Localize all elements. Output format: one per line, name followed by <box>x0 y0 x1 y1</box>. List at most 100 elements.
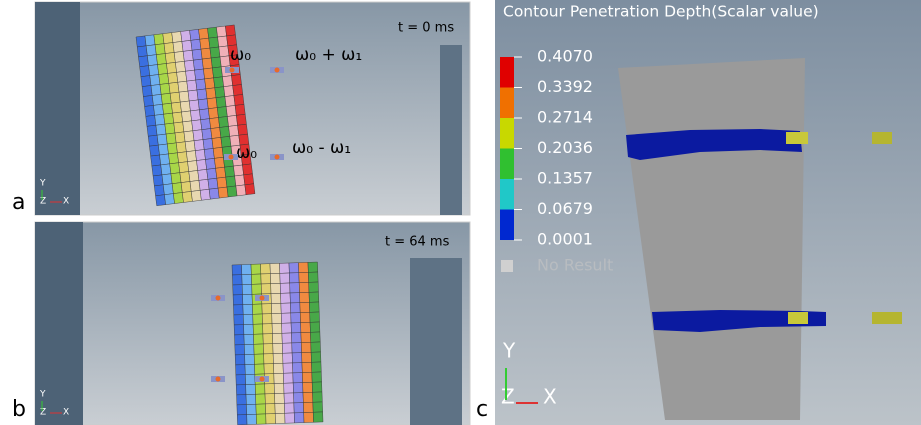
block <box>163 33 173 44</box>
block <box>289 263 299 273</box>
block <box>183 50 193 61</box>
time-label: t = 64 ms <box>385 235 450 250</box>
block <box>310 332 320 342</box>
block <box>298 262 308 272</box>
block <box>157 134 167 145</box>
block <box>272 333 282 343</box>
block <box>190 29 200 40</box>
block <box>290 283 300 293</box>
block <box>232 265 242 275</box>
block <box>152 94 162 105</box>
block <box>236 375 246 385</box>
block <box>143 95 153 106</box>
block <box>291 313 301 323</box>
block <box>281 293 291 303</box>
block <box>225 166 235 177</box>
block <box>271 303 281 313</box>
block <box>292 343 302 353</box>
legend-value: 0.2036 <box>537 138 593 157</box>
block <box>195 150 205 161</box>
block <box>171 102 181 113</box>
block <box>303 402 313 412</box>
block <box>198 169 208 180</box>
block <box>180 101 190 112</box>
block <box>308 262 318 272</box>
block <box>233 285 243 295</box>
block <box>170 163 180 174</box>
block <box>270 263 280 273</box>
block <box>236 385 246 395</box>
block <box>253 334 263 344</box>
block <box>193 59 203 70</box>
block <box>256 414 266 424</box>
block <box>205 158 215 169</box>
block <box>243 304 253 314</box>
block <box>244 334 254 344</box>
block <box>193 130 203 141</box>
block <box>290 293 300 303</box>
time-label: t = 0 ms <box>398 21 454 36</box>
block <box>245 364 255 374</box>
block <box>234 94 244 105</box>
block <box>301 322 311 332</box>
block <box>208 108 218 119</box>
block <box>199 109 209 120</box>
block <box>199 179 209 190</box>
axis-label: Y <box>502 339 516 363</box>
block <box>280 273 290 283</box>
block <box>197 159 207 170</box>
block <box>171 173 181 184</box>
block <box>207 98 217 109</box>
block <box>303 392 313 402</box>
block <box>206 88 216 99</box>
block <box>284 393 294 403</box>
block <box>225 25 235 36</box>
block <box>204 148 214 159</box>
block <box>311 342 321 352</box>
block <box>300 312 310 322</box>
block <box>175 61 185 72</box>
block <box>200 38 210 49</box>
block <box>299 272 309 282</box>
block <box>302 352 312 362</box>
block <box>214 157 224 168</box>
block <box>233 84 243 95</box>
block <box>220 126 230 137</box>
block <box>279 263 289 273</box>
marker-dot <box>275 155 280 160</box>
block <box>203 68 213 79</box>
block <box>208 178 218 189</box>
block <box>245 354 255 364</box>
block <box>271 293 281 303</box>
block <box>163 184 173 195</box>
block <box>251 264 261 274</box>
block <box>310 322 320 332</box>
block <box>174 51 184 62</box>
marker-dot <box>229 155 234 160</box>
block <box>217 107 227 118</box>
block <box>275 413 285 423</box>
right-wall <box>410 258 462 425</box>
block <box>293 383 303 393</box>
legend-swatch <box>500 210 514 241</box>
block <box>148 135 158 146</box>
block <box>242 284 252 294</box>
block <box>256 394 266 404</box>
block <box>232 275 242 285</box>
block <box>194 140 204 151</box>
block <box>308 272 318 282</box>
block <box>293 373 303 383</box>
block <box>154 34 164 45</box>
block <box>184 131 194 142</box>
block <box>165 52 175 63</box>
block <box>213 147 223 158</box>
block <box>214 77 224 88</box>
block <box>238 124 248 135</box>
block <box>252 304 262 314</box>
block <box>235 365 245 375</box>
block <box>246 404 256 414</box>
block <box>253 314 263 324</box>
block <box>253 324 263 334</box>
block <box>186 151 196 162</box>
block <box>245 184 255 195</box>
